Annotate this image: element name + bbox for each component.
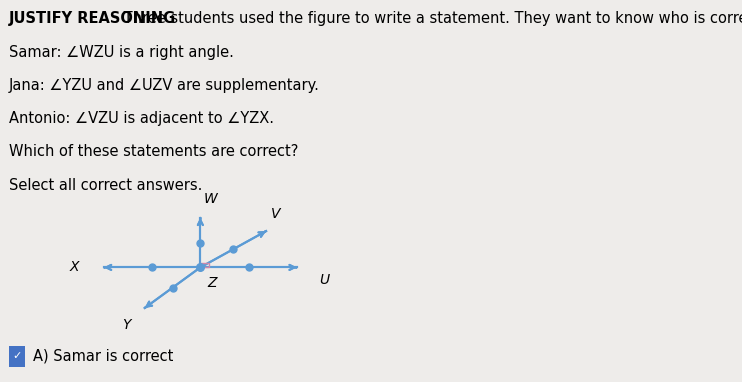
Text: Antonio: ∠VZU is adjacent to ∠YZX.: Antonio: ∠VZU is adjacent to ∠YZX.	[9, 111, 274, 126]
Text: ✓: ✓	[13, 351, 22, 361]
Text: U: U	[319, 273, 329, 287]
Text: JUSTIFY REASONING: JUSTIFY REASONING	[9, 11, 176, 26]
Text: Which of these statements are correct?: Which of these statements are correct?	[9, 144, 298, 159]
Bar	[200, 263, 209, 267]
Text: Select all correct answers.: Select all correct answers.	[9, 178, 203, 193]
Text: Y: Y	[122, 318, 131, 332]
Text: X: X	[70, 260, 79, 274]
Text: V: V	[272, 207, 280, 221]
Text: Z: Z	[208, 276, 217, 290]
Text: Three students used the figure to write a statement. They want to know who is co: Three students used the figure to write …	[119, 11, 742, 26]
Text: Samar: ∠WZU is a right angle.: Samar: ∠WZU is a right angle.	[9, 45, 234, 60]
Text: W: W	[204, 192, 218, 206]
Bar	[9, 346, 25, 367]
Text: Jana: ∠YZU and ∠UZV are supplementary.: Jana: ∠YZU and ∠UZV are supplementary.	[9, 78, 320, 93]
Text: A) Samar is correct: A) Samar is correct	[33, 349, 173, 364]
